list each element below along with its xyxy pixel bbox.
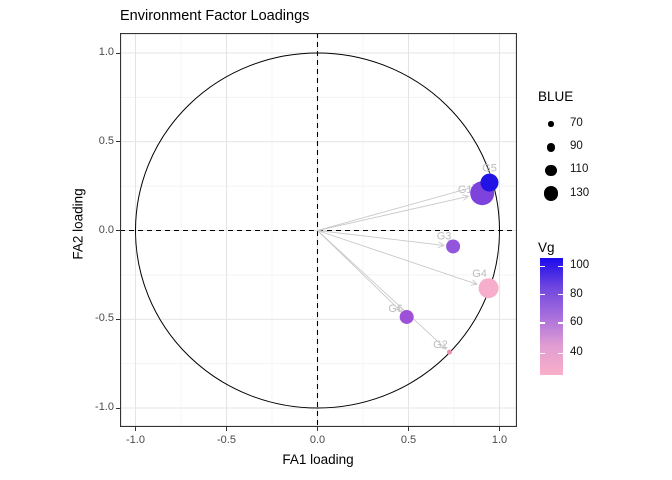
arrowhead (393, 308, 401, 312)
point-label-G5: G5 (482, 163, 497, 175)
legend-size-key-dot (546, 142, 556, 152)
colorbar-tick-label: 40 (570, 346, 583, 359)
legend-size-key-dot (548, 121, 554, 127)
colorbar-tick-label: 60 (570, 315, 583, 328)
x-tick-mark (226, 427, 227, 431)
colorbar-tick-right (558, 294, 563, 296)
colorbar-tick-right (558, 322, 563, 324)
unit-circle (135, 52, 500, 409)
legend-size-key-label: 70 (570, 117, 583, 129)
loading-arrow-G1 (317, 195, 469, 231)
y-tick-mark (116, 141, 120, 143)
colorbar-tick-right (558, 265, 563, 268)
point-label-G4: G4 (472, 268, 487, 280)
colorbar-tick-right (558, 352, 563, 354)
plot-title: Environment Factor Loadings (120, 8, 310, 24)
legend-size-key-label: 90 (570, 140, 583, 153)
colorbar-tick-left (540, 352, 545, 354)
data-point-G6 (399, 309, 414, 324)
arrowhead (472, 279, 478, 285)
x-tick-label: -1.0 (126, 434, 145, 446)
colorbar-tick-left (540, 265, 545, 268)
y-tick-label: 1.0 (98, 46, 114, 58)
x-tick-mark (317, 427, 318, 431)
arrowhead (437, 244, 445, 248)
colorbar-tick-label: 80 (570, 287, 583, 300)
data-point-G2 (446, 349, 452, 355)
y-tick-label: -1.0 (95, 401, 114, 413)
legend-color-title: Vg (538, 240, 555, 255)
data-point-G5 (480, 173, 499, 192)
panel-border (120, 33, 517, 427)
colorbar-tick-label: 100 (570, 259, 590, 272)
x-tick-label: -0.5 (217, 434, 236, 446)
y-tick-label: 0.5 (98, 134, 114, 147)
colorbar-tick-left (540, 322, 545, 324)
x-tick-label: 1.0 (491, 434, 508, 446)
x-tick-mark (499, 427, 500, 431)
colorbar-tick-left (540, 294, 545, 296)
y-tick-mark (116, 52, 120, 54)
x-tick-mark (408, 427, 409, 431)
y-tick-mark (116, 230, 120, 231)
arrowhead (462, 194, 469, 197)
data-point-G4 (478, 278, 499, 299)
y-tick-mark (116, 407, 120, 409)
arrowhead (439, 346, 447, 350)
x-axis-title: FA1 loading (282, 452, 354, 467)
point-label-G1: G1 (458, 184, 473, 196)
x-tick-label: 0.5 (400, 434, 417, 446)
legend-size-key-label: 130 (570, 186, 590, 199)
point-label-G3: G3 (437, 230, 452, 242)
legend-size-key-dot (543, 186, 559, 201)
arrowhead (443, 342, 447, 350)
arrowhead (470, 283, 478, 286)
y-tick-label: -0.5 (95, 312, 114, 325)
y-tick-label: 0.0 (98, 223, 114, 236)
arrowhead (463, 195, 469, 201)
loading-arrow-G2 (317, 230, 447, 350)
loading-arrow-G4 (317, 230, 478, 285)
data-point-G3 (446, 239, 461, 254)
legend-size-key-dot (545, 164, 557, 177)
x-tick-label: 0.0 (309, 434, 326, 446)
y-tick-mark (116, 318, 120, 320)
arrowhead (397, 304, 401, 311)
loading-arrow-G5 (317, 185, 480, 231)
vg-colorbar (540, 258, 563, 375)
loading-arrow-G6 (317, 230, 401, 312)
legend-size-title: BLUE (538, 89, 574, 104)
arrowhead (438, 241, 445, 246)
legend-size-key-label: 110 (570, 163, 589, 176)
x-tick-mark (135, 427, 136, 431)
loading-arrow-G3 (317, 230, 445, 246)
